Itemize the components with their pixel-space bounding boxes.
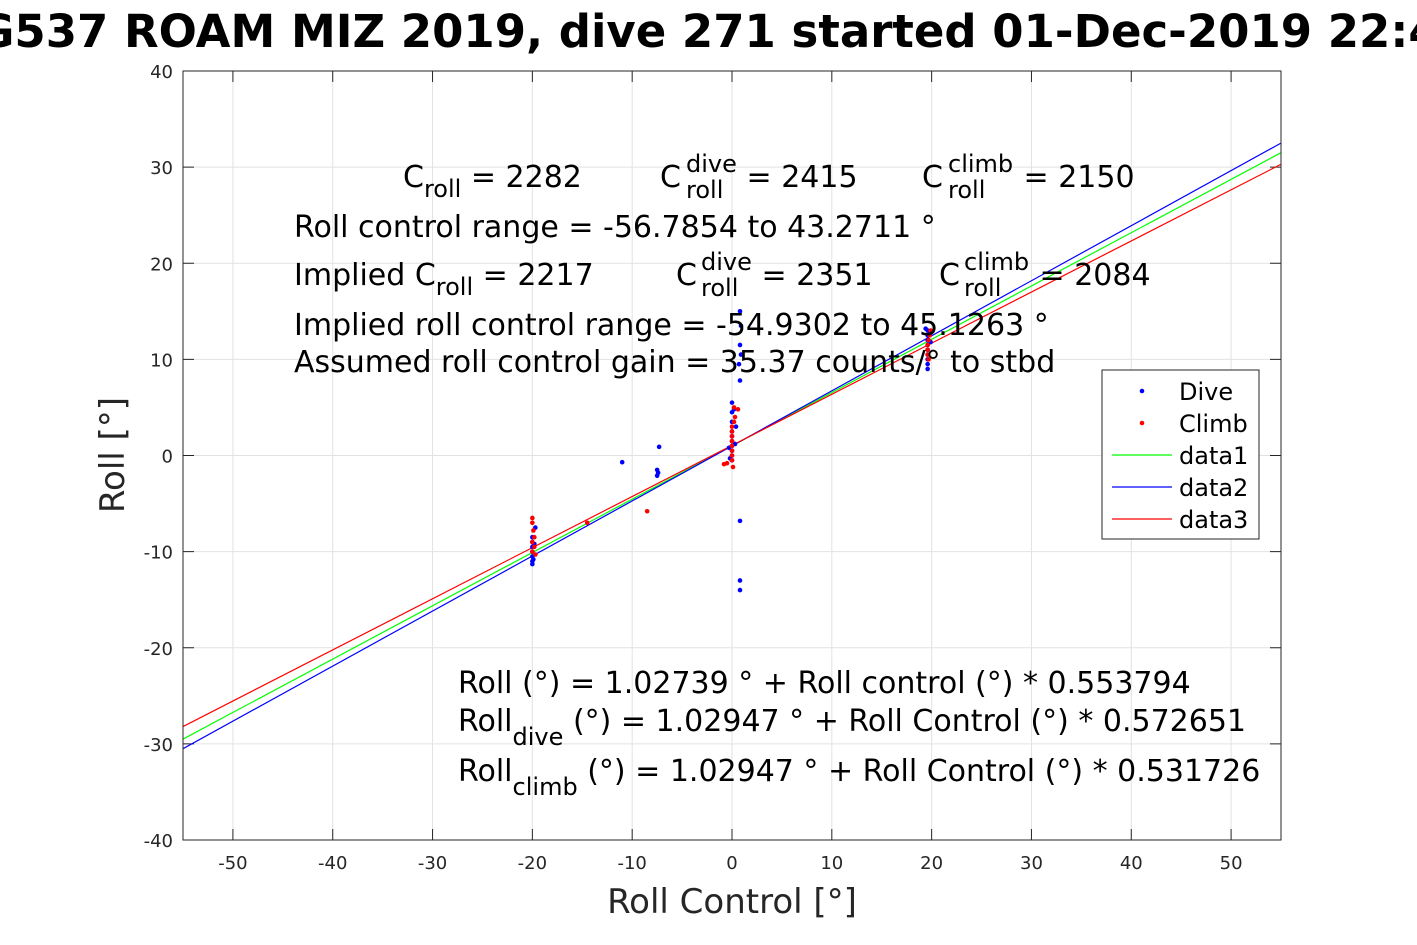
point-climb xyxy=(532,544,537,550)
annotation-implied-croll: Implied Croll = 2217 xyxy=(294,258,594,301)
point-climb xyxy=(731,419,737,425)
annotation-croll: Croll = 2282 xyxy=(403,160,582,203)
legend-items: Dive Climb data1 data2 data3 xyxy=(1112,378,1248,534)
point-climb xyxy=(729,429,735,434)
x-tick-label: 30 xyxy=(1020,853,1043,874)
data-points xyxy=(530,309,933,593)
point-climb xyxy=(925,352,930,357)
legend-label-dive: Dive xyxy=(1179,378,1233,406)
point-dive xyxy=(925,361,930,367)
point-dive xyxy=(925,366,930,372)
point-dive xyxy=(738,323,744,329)
legend-marker-dive xyxy=(1139,388,1145,394)
annotation-fit-climb: Rollclimb (°) = 1.02947 ° + Roll Control… xyxy=(458,754,1260,801)
point-climb xyxy=(925,347,930,353)
point-dive xyxy=(737,578,743,583)
point-climb xyxy=(724,460,730,466)
point-dive xyxy=(530,561,535,567)
point-climb xyxy=(732,414,738,420)
point-climb xyxy=(532,534,537,540)
legend-label-climb: Climb xyxy=(1179,410,1248,438)
point-climb xyxy=(729,448,735,453)
chart-title: SG537 ROAM MIZ 2019, dive 271 started 01… xyxy=(0,5,1417,58)
annotation-gain: Assumed roll control gain = 35.37 counts… xyxy=(294,345,1055,380)
y-tick-label: 40 xyxy=(150,62,173,83)
y-tick-label: -10 xyxy=(144,543,173,564)
point-dive xyxy=(737,309,743,314)
y-tick-label: 10 xyxy=(150,350,173,371)
x-tick-label: 0 xyxy=(726,853,737,874)
x-tick-label: -50 xyxy=(218,853,247,874)
annotation-fit-all: Roll (°) = 1.02739 ° + Roll control (°) … xyxy=(458,666,1191,701)
point-climb xyxy=(530,520,535,526)
point-climb xyxy=(729,443,735,449)
point-climb xyxy=(731,405,737,410)
point-climb xyxy=(530,549,535,554)
point-climb xyxy=(644,508,650,514)
tick-labels: -50 -40 -30 -20 -10 0 10 20 30 40 50 -40 -30 -20 -10 0 1… xyxy=(144,62,1243,874)
legend-label-data1: data1 xyxy=(1179,442,1248,470)
point-dive xyxy=(654,473,660,478)
y-axis-label: Roll [°] xyxy=(93,397,133,513)
y-tick-label: -20 xyxy=(144,639,173,660)
y-tick-label: -30 xyxy=(144,735,173,756)
legend-marker-climb xyxy=(1139,420,1145,426)
annotation-fit-dive: Rolldive (°) = 1.02947 ° + Roll Control … xyxy=(458,704,1246,751)
point-climb xyxy=(927,333,932,338)
y-tick-label: -40 xyxy=(144,831,173,852)
y-tick-label: 30 xyxy=(150,158,173,179)
x-tick-label: -20 xyxy=(518,853,547,874)
point-dive xyxy=(738,352,744,357)
point-dive xyxy=(923,326,928,331)
plot-frame xyxy=(182,70,1282,841)
point-climb xyxy=(730,464,736,470)
x-tick-label: -10 xyxy=(617,853,646,874)
point-dive xyxy=(656,444,662,450)
point-dive xyxy=(737,378,743,383)
point-dive xyxy=(737,342,743,348)
legend-label-data2: data2 xyxy=(1179,474,1248,502)
point-climb xyxy=(928,328,933,333)
point-climb xyxy=(735,407,741,412)
point-climb xyxy=(729,458,735,463)
point-climb xyxy=(729,424,735,429)
point-climb xyxy=(584,520,590,526)
legend: Dive Climb data1 data2 data3 xyxy=(1101,369,1260,540)
point-climb xyxy=(925,342,930,348)
point-dive xyxy=(729,400,735,405)
point-climb xyxy=(729,438,735,444)
point-climb xyxy=(531,528,536,533)
annotation-range: Roll control range = -56.7854 to 43.2711… xyxy=(294,210,936,245)
point-dive xyxy=(619,459,625,465)
x-axis-label: Roll Control [°] xyxy=(607,882,857,922)
x-tick-label: -30 xyxy=(418,853,447,874)
point-dive xyxy=(737,587,743,593)
x-tick-label: 20 xyxy=(920,853,943,874)
point-climb xyxy=(926,357,931,362)
point-climb xyxy=(533,552,538,557)
point-climb xyxy=(530,515,535,521)
point-climb xyxy=(926,337,931,343)
point-dive xyxy=(736,361,742,367)
point-dive xyxy=(531,557,536,562)
annotation-implied-range: Implied roll control range = -54.9302 to… xyxy=(294,308,1049,343)
x-tick-label: 10 xyxy=(820,853,843,874)
point-climb xyxy=(530,539,535,545)
y-tick-label: 20 xyxy=(150,254,173,275)
point-dive xyxy=(733,424,739,429)
point-climb xyxy=(729,433,735,439)
x-tick-label: 50 xyxy=(1220,853,1243,874)
point-climb xyxy=(729,453,735,458)
x-tick-label: 40 xyxy=(1120,853,1143,874)
legend-label-data3: data3 xyxy=(1179,506,1248,534)
point-dive xyxy=(737,518,743,524)
y-tick-label: 0 xyxy=(162,447,173,468)
x-tick-label: -40 xyxy=(318,853,347,874)
